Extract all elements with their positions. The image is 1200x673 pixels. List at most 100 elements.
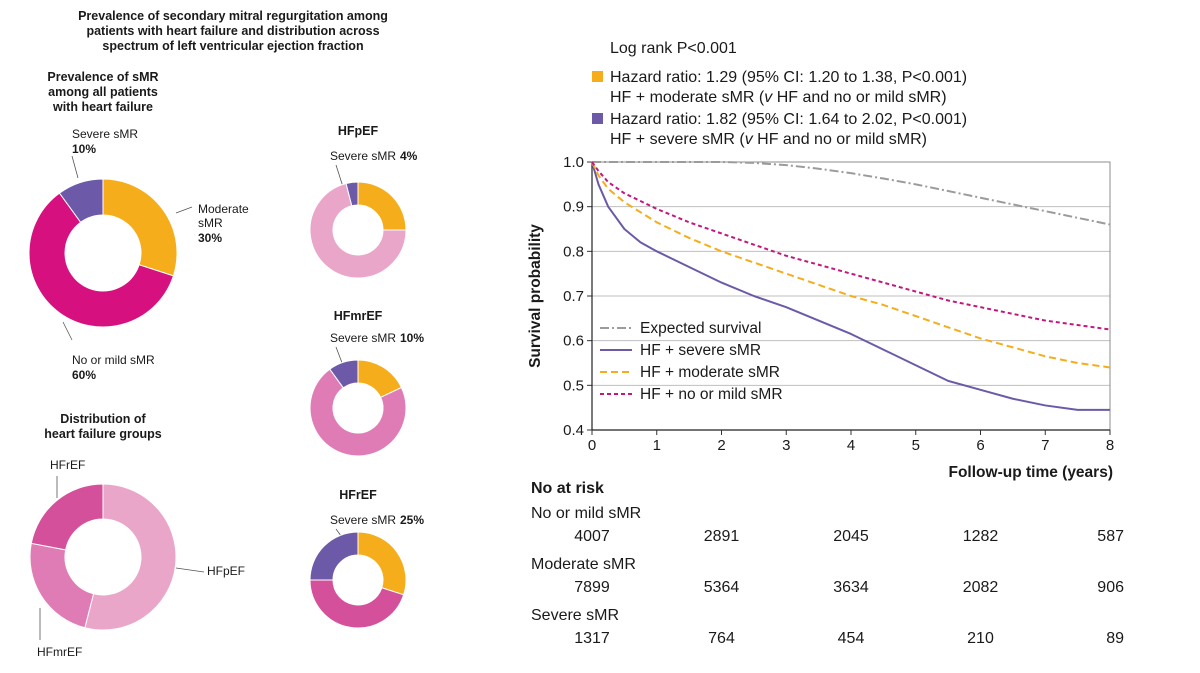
x-tick-label: 1	[653, 437, 661, 454]
severe-pct: 25%	[400, 513, 424, 527]
hazard-ratio-swatch	[592, 71, 603, 82]
risk-row-label: No or mild sMR	[531, 505, 641, 522]
distribution-title-line: heart failure groups	[44, 427, 161, 441]
prevalence-title-line: among all patients	[48, 85, 158, 99]
moderate-label: sMR	[198, 216, 223, 230]
donut-slice-severe-smr	[309, 531, 359, 581]
comparison-versus: v	[745, 131, 754, 148]
y-tick-label: 0.9	[563, 199, 584, 216]
donut-slice-hfmref	[29, 542, 95, 629]
risk-value: 2082	[963, 579, 999, 596]
donut-slice-moderate-smr	[357, 181, 407, 231]
x-tick-label: 0	[588, 437, 596, 454]
main-title-line: Prevalence of secondary mitral regurgita…	[78, 9, 388, 23]
leader-line	[175, 567, 205, 573]
legend-label: HF + moderate sMR	[640, 364, 780, 381]
risk-row-label: Moderate sMR	[531, 556, 636, 573]
donut-slice-severe-smr	[345, 181, 359, 207]
leader-line	[175, 206, 193, 214]
donut-title: HFrEF	[339, 488, 377, 502]
comparison-text: HF + severe sMR (	[610, 131, 745, 148]
left-panel: Prevalence of secondary mitral regurgita…	[0, 0, 520, 668]
legend-label: Expected survival	[640, 320, 761, 337]
y-tick-label: 0.8	[563, 243, 584, 260]
donut-slice-severe-smr	[58, 178, 104, 223]
hazard-ratio-swatch	[592, 113, 603, 124]
risk-value: 210	[967, 630, 994, 647]
risk-value: 764	[708, 630, 735, 647]
hfref-label: HFrEF	[50, 458, 85, 472]
mild-pct: 60%	[72, 368, 96, 382]
donut-title: HFpEF	[338, 124, 379, 138]
donut-slice-moderate-smr	[102, 178, 178, 277]
series-line-expected-survival	[592, 161, 1111, 226]
x-tick-label: 7	[1041, 437, 1049, 454]
series-line-hf-moderate-smr	[591, 161, 1111, 369]
donut-slice-hfpef	[84, 483, 177, 631]
x-axis-label: Follow-up time (years)	[949, 464, 1114, 481]
risk-value: 89	[1106, 630, 1124, 647]
x-tick-label: 4	[847, 437, 855, 454]
severe-label: Severe sMR	[330, 513, 396, 527]
y-axis-label: Survival probability	[527, 224, 544, 368]
risk-value: 587	[1097, 528, 1124, 545]
severe-pct: 10%	[72, 142, 96, 156]
prevalence-title-line: Prevalence of sMR	[47, 70, 158, 84]
risk-value: 4007	[574, 528, 610, 545]
hazard-ratio-line: Hazard ratio: 1.29 (95% CI: 1.20 to 1.38…	[610, 69, 967, 86]
donut-title: HFmrEF	[334, 309, 383, 323]
main-title-line: patients with heart failure and distribu…	[86, 24, 379, 38]
series-line-hf-no-or-mild-smr	[591, 161, 1111, 331]
donut-slice-severe-smr	[329, 359, 359, 389]
y-tick-label: 0.5	[563, 377, 584, 394]
y-tick-label: 0.4	[563, 422, 584, 439]
severe-pct: 10%	[400, 331, 424, 345]
severe-pct: 4%	[400, 149, 418, 163]
risk-value: 2891	[704, 528, 740, 545]
leader-line	[62, 321, 73, 341]
donut-slice-no-or-mild-smr	[309, 579, 405, 629]
legend-label: HF + no or mild sMR	[640, 386, 783, 403]
severe-label: Severe sMR	[330, 331, 396, 345]
x-tick-label: 5	[912, 437, 920, 454]
y-tick-label: 0.6	[563, 333, 584, 350]
moderate-label: Moderate	[198, 202, 249, 216]
hfpef-label: HFpEF	[207, 564, 245, 578]
risk-table-title: No at risk	[531, 480, 604, 497]
donut-slice-hfref	[30, 483, 104, 551]
donut-charts: Prevalence of secondary mitral regurgita…	[28, 9, 424, 659]
main-title-line: spectrum of left ventricular ejection fr…	[102, 39, 363, 53]
moderate-pct: 30%	[198, 231, 222, 245]
x-tick-label: 8	[1106, 437, 1114, 454]
comparison-versus: v	[764, 89, 773, 106]
hfmref-label: HFmrEF	[37, 645, 82, 659]
risk-value: 7899	[574, 579, 610, 596]
risk-row-label: Severe sMR	[531, 607, 619, 624]
log-rank-text: Log rank P<0.001	[610, 40, 737, 57]
severe-label: Severe sMR	[330, 149, 396, 163]
x-tick-label: 2	[717, 437, 725, 454]
severe-label: Severe sMR	[72, 127, 138, 141]
distribution-title-line: Distribution of	[60, 412, 146, 426]
risk-value: 2045	[833, 528, 869, 545]
y-tick-label: 1.0	[563, 154, 584, 171]
prevalence-title-line: with heart failure	[52, 100, 153, 114]
risk-value: 3634	[833, 579, 869, 596]
leader-line	[71, 155, 79, 179]
right-panel: Log rank P<0.001 Hazard ratio: 1.29 (95% …	[520, 0, 1200, 668]
donut-slice-moderate-smr	[357, 531, 407, 596]
risk-value: 1317	[574, 630, 610, 647]
comparison-text: HF and no or mild sMR)	[753, 131, 927, 148]
donut-slice-no-or-mild-smr	[28, 192, 175, 328]
hazard-ratio-comparison: HF + moderate sMR (v HF and no or mild s…	[610, 89, 947, 106]
risk-value: 906	[1097, 579, 1124, 596]
mild-label: No or mild sMR	[72, 353, 155, 367]
legend-label: HF + severe sMR	[640, 342, 761, 359]
comparison-text: HF + moderate sMR (	[610, 89, 765, 106]
x-tick-label: 3	[782, 437, 790, 454]
hazard-ratio-line: Hazard ratio: 1.82 (95% CI: 1.64 to 2.02…	[610, 111, 967, 128]
donut-slice-no-or-mild-smr	[309, 182, 407, 279]
y-tick-label: 0.7	[563, 288, 584, 305]
donut-slice-no-or-mild-smr	[309, 368, 407, 457]
risk-value: 454	[838, 630, 865, 647]
